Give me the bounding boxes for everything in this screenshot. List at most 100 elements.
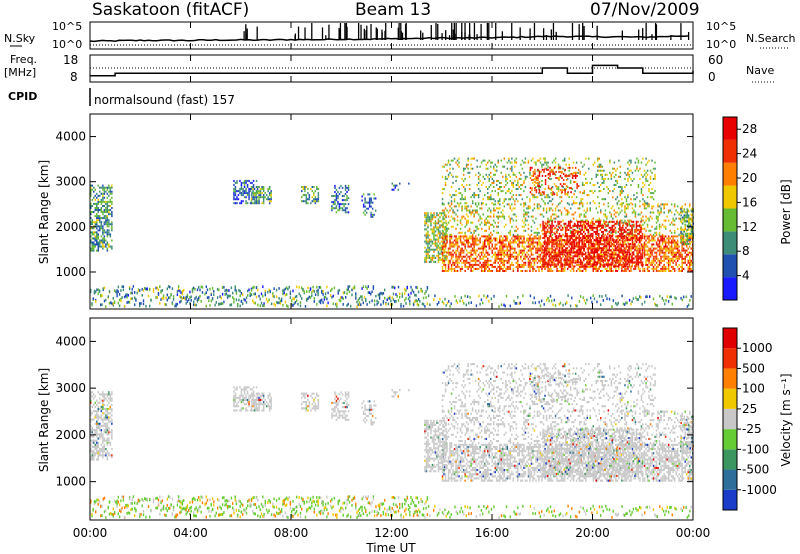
power-cell [675, 235, 677, 238]
power-cell [488, 237, 490, 240]
power-cell [586, 247, 588, 250]
power-cell [598, 265, 600, 268]
power-cell [562, 219, 564, 222]
power-cell [621, 188, 623, 190]
power-cell [609, 237, 611, 240]
power-cell [550, 219, 552, 222]
power-cell [433, 228, 435, 231]
power-cell [443, 245, 445, 248]
power-cell [253, 198, 256, 201]
power-cell [482, 265, 484, 268]
power-cell [657, 243, 659, 246]
power-cell [477, 213, 480, 216]
power-cell [496, 243, 498, 246]
power-cell [581, 202, 584, 205]
power-cell [445, 222, 447, 225]
power-cell [443, 236, 446, 239]
power-cell [497, 192, 499, 195]
power-cell [332, 195, 335, 197]
power-cell [108, 221, 110, 224]
power-cell [549, 259, 552, 262]
power-cell [505, 184, 507, 186]
power-cell [589, 263, 591, 266]
power-cell [515, 184, 518, 186]
power-cell [589, 255, 591, 258]
power-cell [566, 239, 568, 241]
power-cell [441, 229, 444, 232]
power-cell [258, 198, 260, 201]
power-cell [449, 247, 451, 250]
power-cell [514, 159, 516, 162]
power-cell [596, 230, 598, 233]
power-cell [586, 241, 588, 244]
power-cell [517, 255, 519, 258]
power-cell [681, 253, 683, 256]
power-cell [530, 249, 533, 252]
power-cell [595, 232, 597, 235]
power-cell [619, 243, 622, 246]
power-cell [523, 171, 525, 174]
power-cell [473, 245, 475, 248]
power-cell [447, 265, 450, 268]
power-cell [558, 251, 561, 254]
power-cell [583, 225, 585, 228]
power-cell [529, 243, 531, 246]
power-cell [441, 251, 444, 254]
power-cell [552, 239, 555, 241]
power-cell [520, 203, 522, 206]
power-cell [468, 235, 471, 238]
power-cell [664, 270, 667, 272]
power-cell [622, 224, 624, 227]
power-cell [681, 205, 683, 208]
power-cell [515, 219, 518, 222]
power-cell [499, 241, 501, 244]
power-cell [645, 163, 647, 166]
power-cell [563, 222, 565, 225]
power-cell [634, 267, 637, 270]
power-cell [488, 221, 490, 224]
power-cell [642, 186, 644, 188]
power-cell [427, 246, 429, 249]
power-cell [102, 217, 104, 220]
power-cell [476, 255, 478, 258]
power-cell [493, 207, 495, 210]
power-cell [517, 227, 519, 230]
power-cell [268, 188, 271, 190]
power-cell [577, 247, 579, 250]
power-cell [624, 261, 626, 264]
power-cell [100, 198, 103, 201]
power-cell [474, 267, 477, 270]
power-cell [559, 270, 561, 272]
power-cell [642, 198, 644, 201]
power-cell [556, 215, 558, 218]
power-cell [558, 255, 561, 258]
power-cell [236, 181, 238, 184]
power-cell [488, 267, 490, 270]
power-cell [574, 253, 576, 256]
power-cell [256, 188, 259, 190]
power-cell [548, 207, 551, 210]
power-cell [100, 211, 103, 213]
power-cell [533, 245, 536, 248]
power-cell [511, 225, 513, 228]
power-cell [539, 245, 542, 248]
power-cell [338, 193, 341, 195]
cpid-label: CPID [8, 90, 37, 103]
power-cell [655, 241, 658, 244]
power-cell [436, 212, 438, 215]
power-cell [479, 223, 481, 226]
power-cell [514, 173, 516, 176]
power-cell [667, 257, 670, 260]
power-cell [497, 202, 499, 205]
power-cell [371, 201, 374, 204]
power-cell [549, 232, 552, 235]
power-cell [105, 231, 107, 234]
power-cell [476, 227, 478, 230]
power-cell [649, 211, 652, 214]
power-cell [560, 239, 563, 242]
power-cell [562, 267, 564, 270]
power-cell [673, 247, 676, 250]
power-cell [581, 192, 584, 195]
power-cell [649, 181, 652, 184]
power-cell [441, 255, 444, 258]
